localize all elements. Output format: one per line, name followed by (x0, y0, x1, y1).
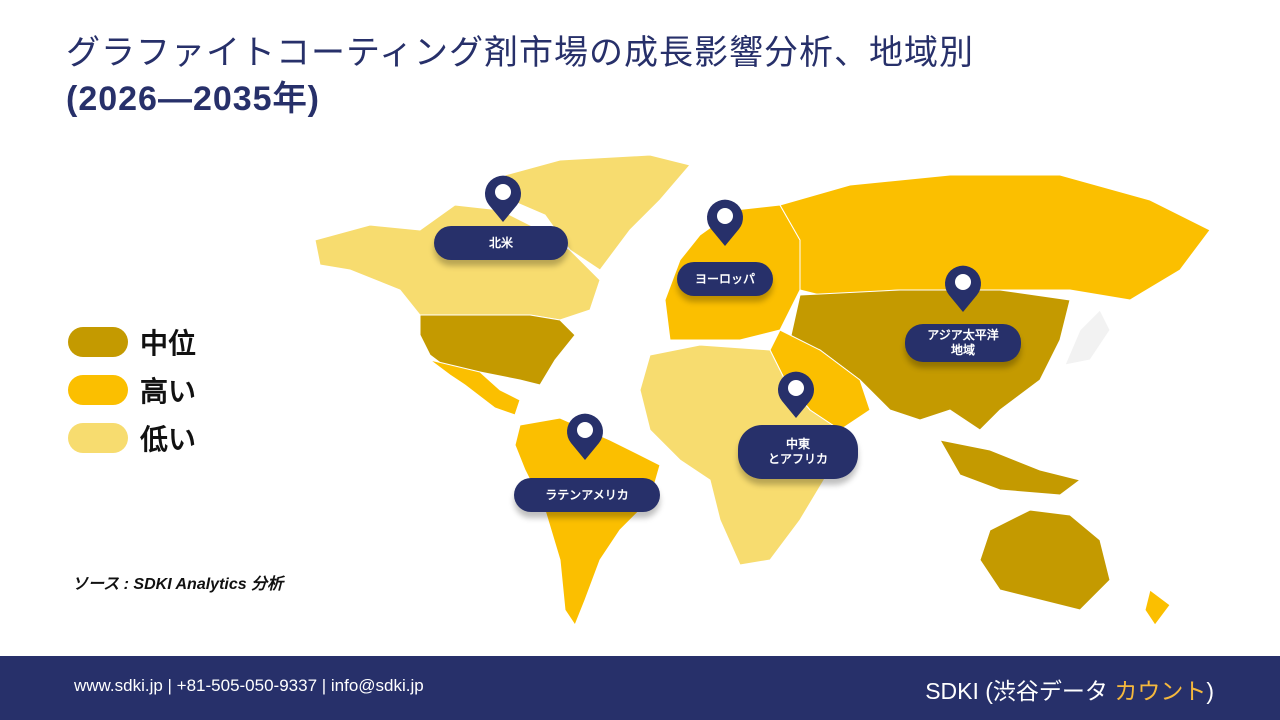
region-japan (1064, 309, 1111, 366)
region-mexico (429, 359, 521, 416)
region-greenland (504, 154, 691, 271)
pin-north-america-icon (485, 175, 521, 222)
region-label-north-america[interactable]: 北米 (434, 226, 568, 260)
pin-latin-america-icon (567, 413, 603, 460)
legend-item-medium: 中位 (68, 318, 196, 366)
source-note: ソース : SDKI Analytics 分析 (72, 576, 284, 593)
footer: www.sdki.jp | +81-505-050-9337 | info@sd… (0, 656, 1280, 720)
brand-accent: カウント (1114, 678, 1207, 704)
brand-suffix: ) (1206, 678, 1214, 704)
pin-europe-icon (707, 199, 743, 246)
region-southeast-asia (939, 439, 1082, 496)
legend-label: 高い (140, 375, 197, 408)
legend-label: 中位 (140, 327, 197, 360)
title-line-2: (2026—2035年) (66, 80, 320, 118)
map-pins (485, 175, 981, 460)
region-australia (979, 509, 1111, 611)
footer-brand: SDKI (渋谷データ カウント) (925, 672, 1214, 706)
footer-contact: www.sdki.jp | +81-505-050-9337 | info@sd… (74, 676, 424, 695)
region-russia (779, 174, 1211, 301)
region-label-latin-america[interactable]: ラテンアメリカ (514, 478, 660, 512)
pin-asia-pacific-icon (944, 265, 981, 312)
legend-swatch-low (68, 423, 128, 453)
title-line-1: グラファイトコーティング剤市場の成長影響分析、地域別 (66, 33, 974, 73)
legend-item-high: 高い (68, 366, 196, 414)
region-label-middle-east-africa[interactable]: 中東 とアフリカ (738, 425, 858, 479)
brand-prefix: SDKI (渋谷データ (925, 678, 1115, 704)
legend-item-low: 低い (68, 414, 196, 462)
legend: 中位 高い 低い (68, 318, 196, 462)
region-usa (419, 314, 576, 386)
region-label-europe[interactable]: ヨーロッパ (677, 262, 773, 296)
legend-swatch-medium (68, 327, 128, 357)
legend-swatch-high (68, 375, 128, 405)
page-title: グラファイトコーティング剤市場の成長影響分析、地域別 (2026—2035年) (66, 30, 974, 122)
region-label-asia-pacific[interactable]: アジア太平洋 地域 (905, 324, 1021, 362)
legend-label: 低い (140, 423, 197, 456)
pin-middle-east-africa-icon (778, 371, 814, 418)
region-new-zealand (1144, 589, 1171, 626)
